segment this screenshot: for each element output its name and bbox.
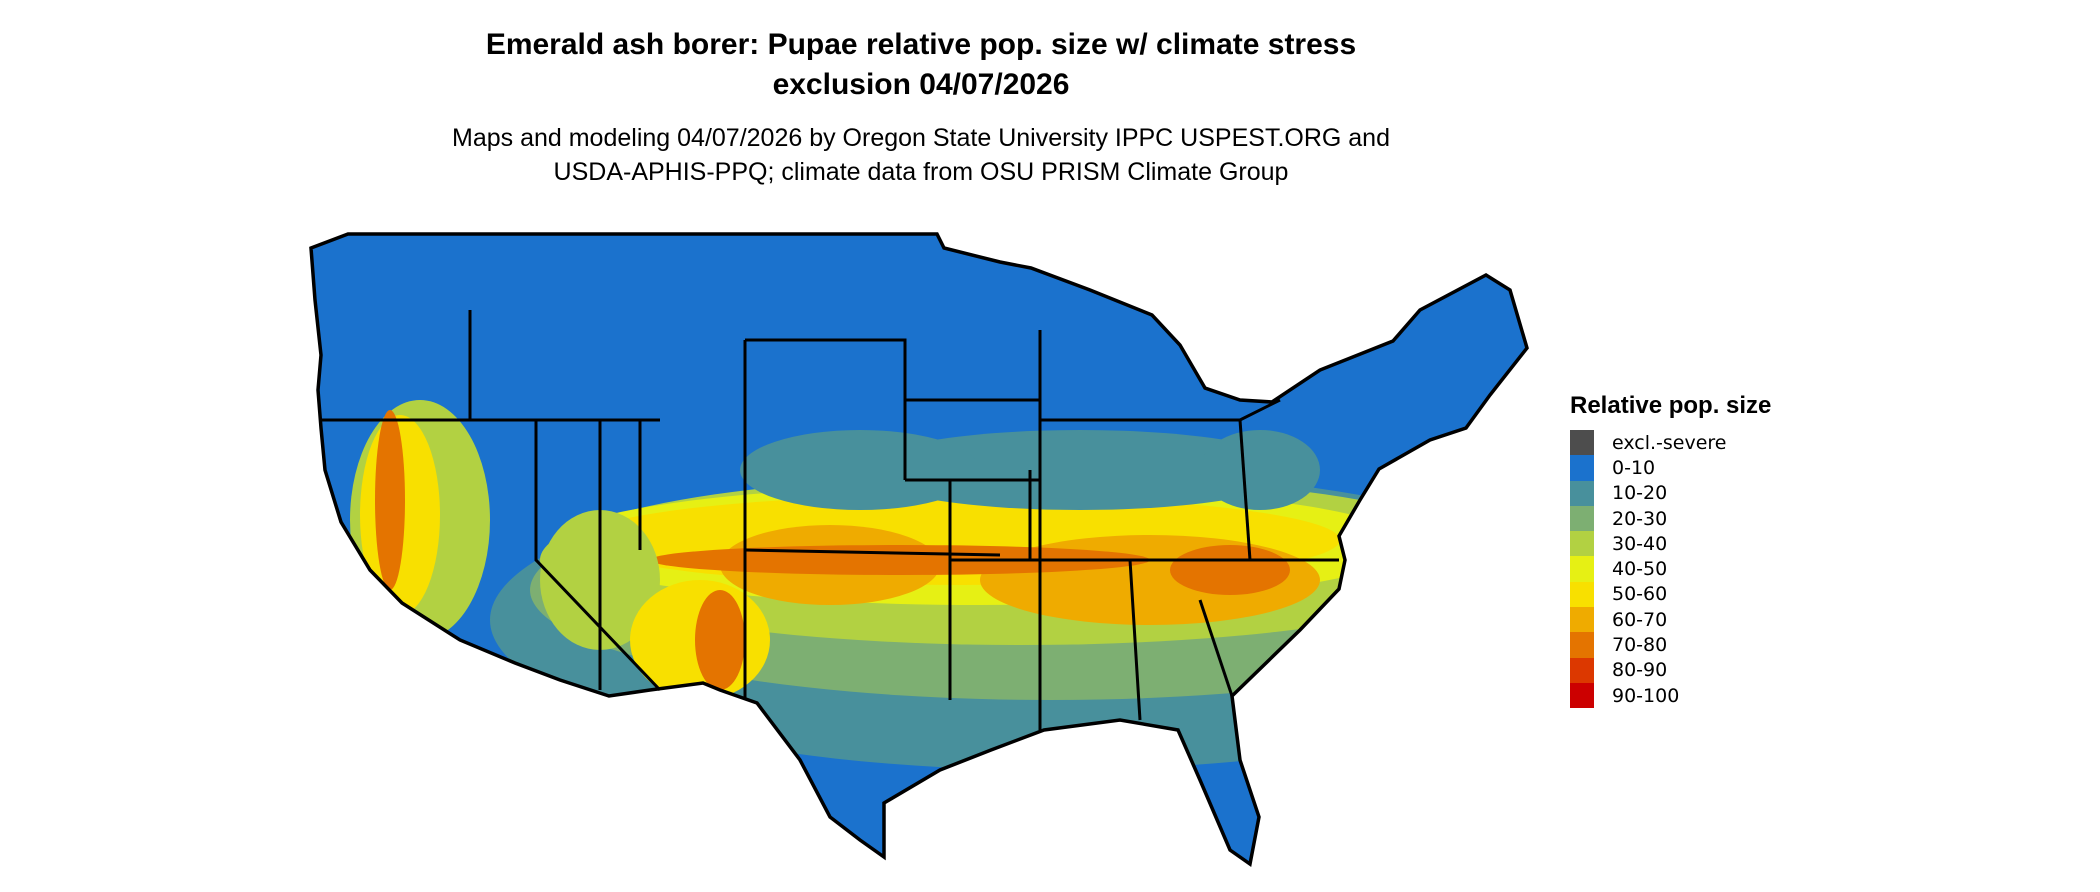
legend-swatch [1570, 430, 1594, 456]
legend-swatch [1570, 556, 1594, 582]
legend-label: 30-40 [1612, 532, 1668, 555]
legend-label: 50-60 [1612, 583, 1668, 606]
legend-label: 60-70 [1612, 608, 1668, 631]
legend-item: excl.-severe [1570, 430, 1771, 456]
state-border [1238, 419, 1252, 561]
map-subtitle-line1: Maps and modeling 04/07/2026 by Oregon S… [452, 124, 1390, 152]
legend-item: 10-20 [1570, 480, 1771, 506]
legend-item: 50-60 [1570, 581, 1771, 608]
population-band [740, 430, 980, 510]
legend-label: 40-50 [1612, 558, 1668, 581]
legend-label: 70-80 [1612, 634, 1668, 657]
state-borders [321, 310, 1339, 730]
legend-label: 10-20 [1612, 482, 1668, 505]
legend-label: excl.-severe [1612, 431, 1727, 454]
population-band [860, 430, 1300, 510]
population-band [1170, 545, 1290, 595]
legend-item: 30-40 [1570, 531, 1771, 557]
legend-label: 20-30 [1612, 507, 1668, 530]
legend-swatch [1570, 480, 1594, 506]
legend: Relative pop. size excl.-severe 0-10 10-20… [1570, 392, 1772, 709]
legend-label: 0-10 [1612, 456, 1656, 479]
legend-label: 80-90 [1612, 659, 1668, 682]
legend-item: 90-100 [1570, 682, 1771, 709]
state-border [534, 420, 662, 692]
legend-item: 80-90 [1570, 657, 1771, 683]
state-border [744, 548, 1001, 557]
legend-swatch [1570, 581, 1594, 608]
legend-item: 20-30 [1570, 505, 1771, 532]
legend-item: 40-50 [1570, 556, 1771, 582]
legend-item: 60-70 [1570, 607, 1771, 633]
legend-label: 90-100 [1612, 684, 1680, 707]
legend-swatch [1570, 607, 1594, 633]
state-border [1128, 559, 1142, 721]
legend-swatch [1570, 505, 1594, 532]
legend-swatch [1570, 531, 1594, 557]
legend-swatch [1570, 455, 1594, 481]
state-border [745, 338, 907, 480]
legend-swatch [1570, 632, 1594, 658]
legend-swatch [1570, 657, 1594, 683]
map-title-line1: Emerald ash borer: Pupae relative pop. s… [485, 28, 1357, 61]
map-subtitle-line2: USDA-APHIS-PPQ; climate data from OSU PR… [553, 158, 1289, 186]
population-band [695, 590, 745, 690]
map-title-line2: exclusion 04/07/2026 [772, 68, 1070, 101]
legend-item: 70-80 [1570, 632, 1771, 658]
population-band [650, 545, 1150, 575]
population-band [375, 410, 405, 590]
legend-swatch [1570, 682, 1594, 709]
state-border [1198, 599, 1234, 697]
us-outline [309, 232, 1529, 867]
legend-item: 0-10 [1570, 455, 1771, 481]
legend-title: Relative pop. size [1570, 392, 1772, 419]
population-band [1200, 430, 1320, 510]
